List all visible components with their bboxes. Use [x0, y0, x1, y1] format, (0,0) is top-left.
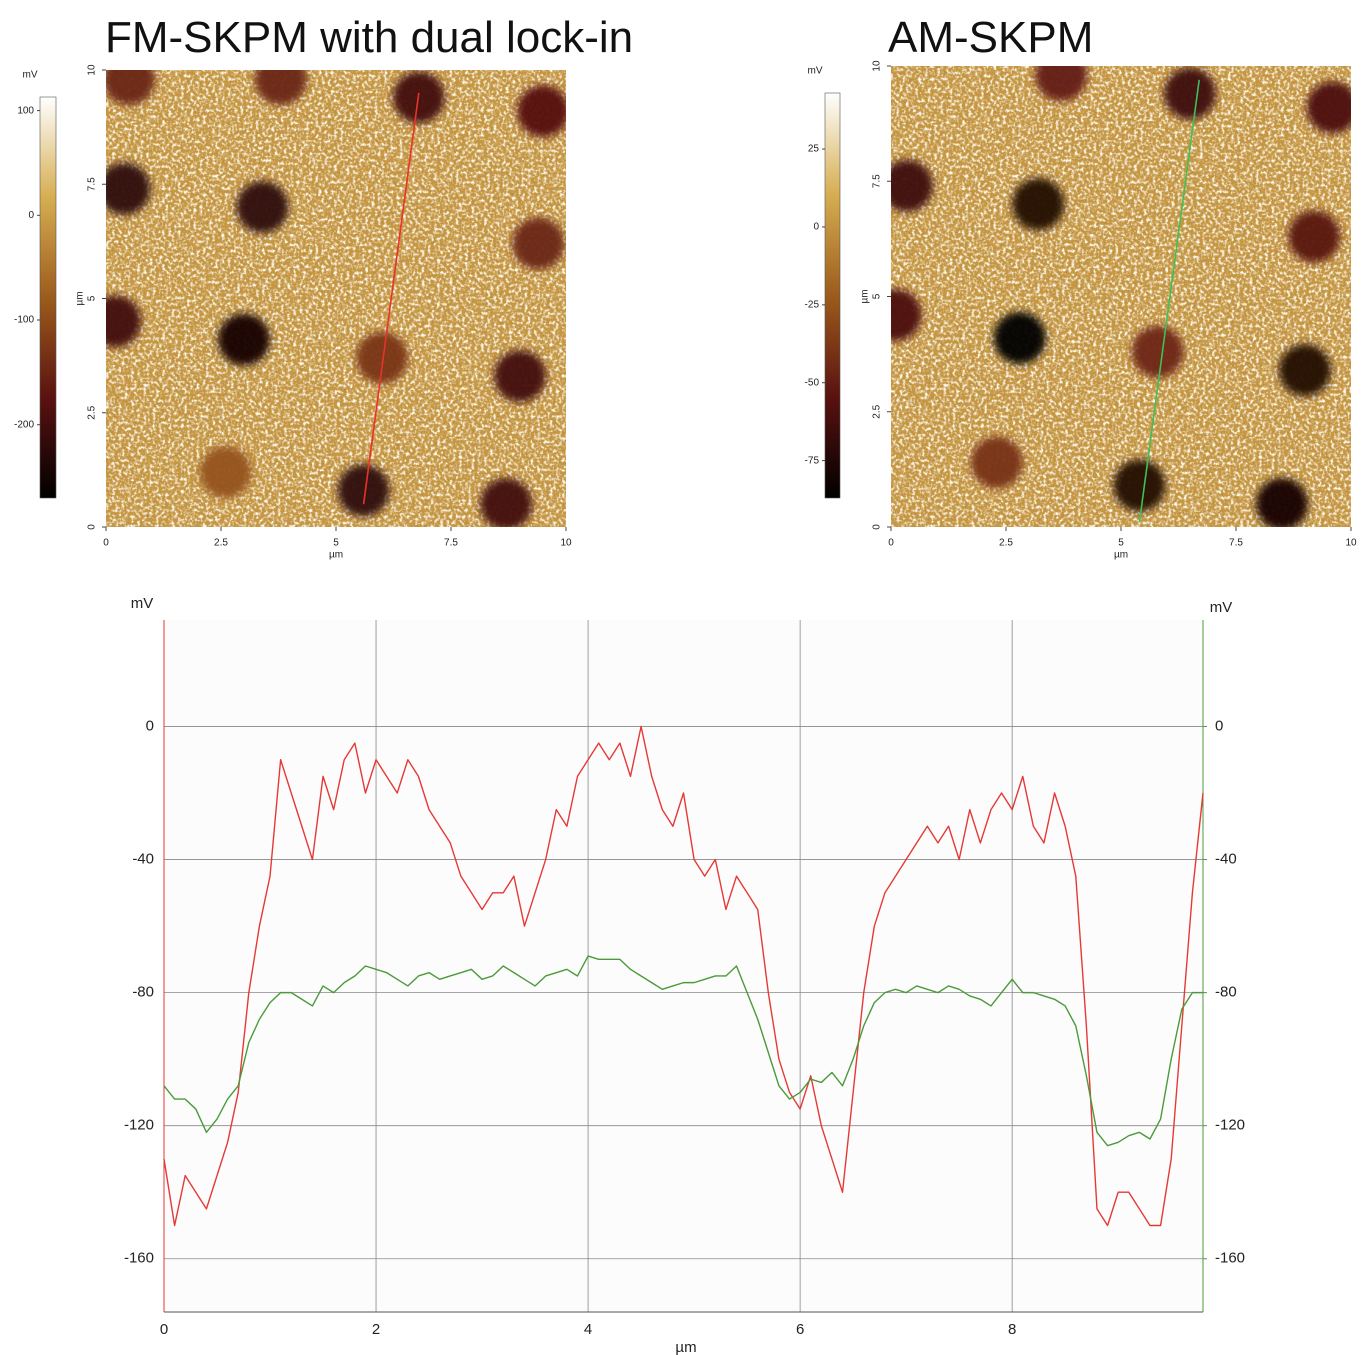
y-tick-label: 5: [87, 295, 98, 301]
y-axis-label: µm: [860, 289, 871, 303]
map-title: FM-SKPM with dual lock-in: [105, 13, 633, 62]
profile-series: [163, 955, 1203, 1147]
potential-spot: [1035, 66, 1088, 102]
colorbar-label: mV: [808, 66, 823, 77]
potential-spot: [106, 70, 155, 106]
colorbar-tick-label: -50: [805, 377, 820, 388]
y-tick-label: 7.5: [87, 177, 98, 191]
colorbar-tick-label: 0: [813, 222, 819, 233]
potential-spot: [199, 446, 252, 499]
y-tick-label: 10: [872, 60, 883, 72]
colorbar-tick-label: -200: [14, 419, 34, 430]
y-tick-label: 2.5: [872, 404, 883, 418]
plot-area: [164, 620, 1203, 1312]
x-tick-label: 2.5: [214, 538, 228, 549]
y2-tick-label: -160: [1215, 1250, 1245, 1267]
x-tick-label: 0: [103, 538, 109, 549]
x-tick-label: 5: [333, 538, 339, 549]
potential-spot: [480, 478, 533, 527]
potential-spot: [1306, 81, 1351, 134]
x-axis-label: µm: [1114, 550, 1128, 561]
potential-spot: [1279, 344, 1331, 397]
x-tick-label: 7.5: [1229, 538, 1243, 549]
profile-line: [1138, 79, 1200, 523]
profile-line: [362, 92, 420, 505]
map-texture: [106, 70, 566, 527]
y-tick-label: -40: [132, 851, 154, 868]
x-tick-label: 8: [1008, 1321, 1016, 1338]
map-image: [891, 66, 1351, 527]
colorbar-tick-label: 25: [808, 144, 820, 155]
x-axis-label: µm: [329, 550, 343, 561]
y2-tick-label: -40: [1215, 851, 1237, 868]
potential-spot: [1288, 210, 1341, 263]
potential-spot: [891, 288, 922, 341]
map-title: AM-SKPM: [888, 13, 1093, 62]
x-tick-label: 5: [1118, 538, 1124, 549]
map-texture: [891, 66, 1351, 527]
y-axis-label: mV: [131, 595, 154, 612]
y-tick-label: 7.5: [872, 174, 883, 188]
colorbar: [824, 92, 841, 499]
potential-spot: [356, 331, 408, 384]
potential-spot: [517, 85, 566, 138]
x-tick-label: 0: [160, 1321, 168, 1338]
y-tick-label: -80: [132, 984, 154, 1001]
x-tick-label: 2: [372, 1321, 380, 1338]
potential-spot: [1113, 459, 1166, 512]
x-tick-label: 7.5: [444, 538, 458, 549]
potential-spot: [512, 217, 565, 270]
colorbar-tick-label: -25: [805, 299, 820, 310]
potential-spot: [218, 313, 270, 366]
x-tick-label: 4: [584, 1321, 592, 1338]
colorbar-tick-label: 0: [28, 210, 34, 221]
x-tick-label: 10: [1345, 538, 1357, 549]
colorbar: [39, 96, 57, 499]
x-tick-label: 0: [888, 538, 894, 549]
potential-spot: [337, 464, 390, 517]
colorbar-tick-label: -100: [14, 315, 34, 326]
colorbar-tick-label: -75: [805, 455, 820, 466]
y2-axis-label: mV: [1210, 599, 1233, 616]
potential-spot: [106, 162, 151, 215]
x-tick-label: 10: [560, 538, 572, 549]
y2-tick-label: 0: [1215, 717, 1223, 734]
x-tick-label: 2.5: [999, 538, 1013, 549]
y-tick-label: -160: [124, 1250, 154, 1267]
y2-tick-label: -120: [1215, 1117, 1245, 1134]
potential-spot: [1012, 178, 1065, 231]
y-tick-label: 10: [87, 64, 98, 76]
y-axis-label: µm: [75, 291, 86, 305]
potential-spot: [1164, 67, 1216, 120]
x-tick-label: 6: [796, 1321, 804, 1338]
y-tick-label: 0: [146, 717, 154, 734]
map-image: [106, 70, 566, 527]
y2-tick-label: -80: [1215, 984, 1237, 1001]
potential-spot: [993, 311, 1046, 364]
potential-spot: [891, 159, 934, 212]
y-tick-label: 5: [872, 293, 883, 299]
profile-series: [163, 725, 1204, 1227]
potential-spot: [1256, 477, 1308, 527]
y-tick-label: -120: [124, 1117, 154, 1134]
potential-spot: [106, 295, 142, 348]
y-tick-label: 0: [872, 524, 883, 530]
potential-spot: [1131, 325, 1184, 378]
colorbar-tick-label: 100: [17, 105, 34, 116]
potential-spot: [970, 436, 1023, 489]
y-tick-label: 2.5: [87, 405, 98, 419]
potential-spot: [494, 350, 546, 403]
y-tick-label: 0: [87, 524, 98, 530]
x-axis-label: µm: [675, 1339, 696, 1355]
potential-spot: [236, 181, 289, 234]
potential-spot: [254, 70, 307, 106]
colorbar-label: mV: [23, 70, 38, 81]
